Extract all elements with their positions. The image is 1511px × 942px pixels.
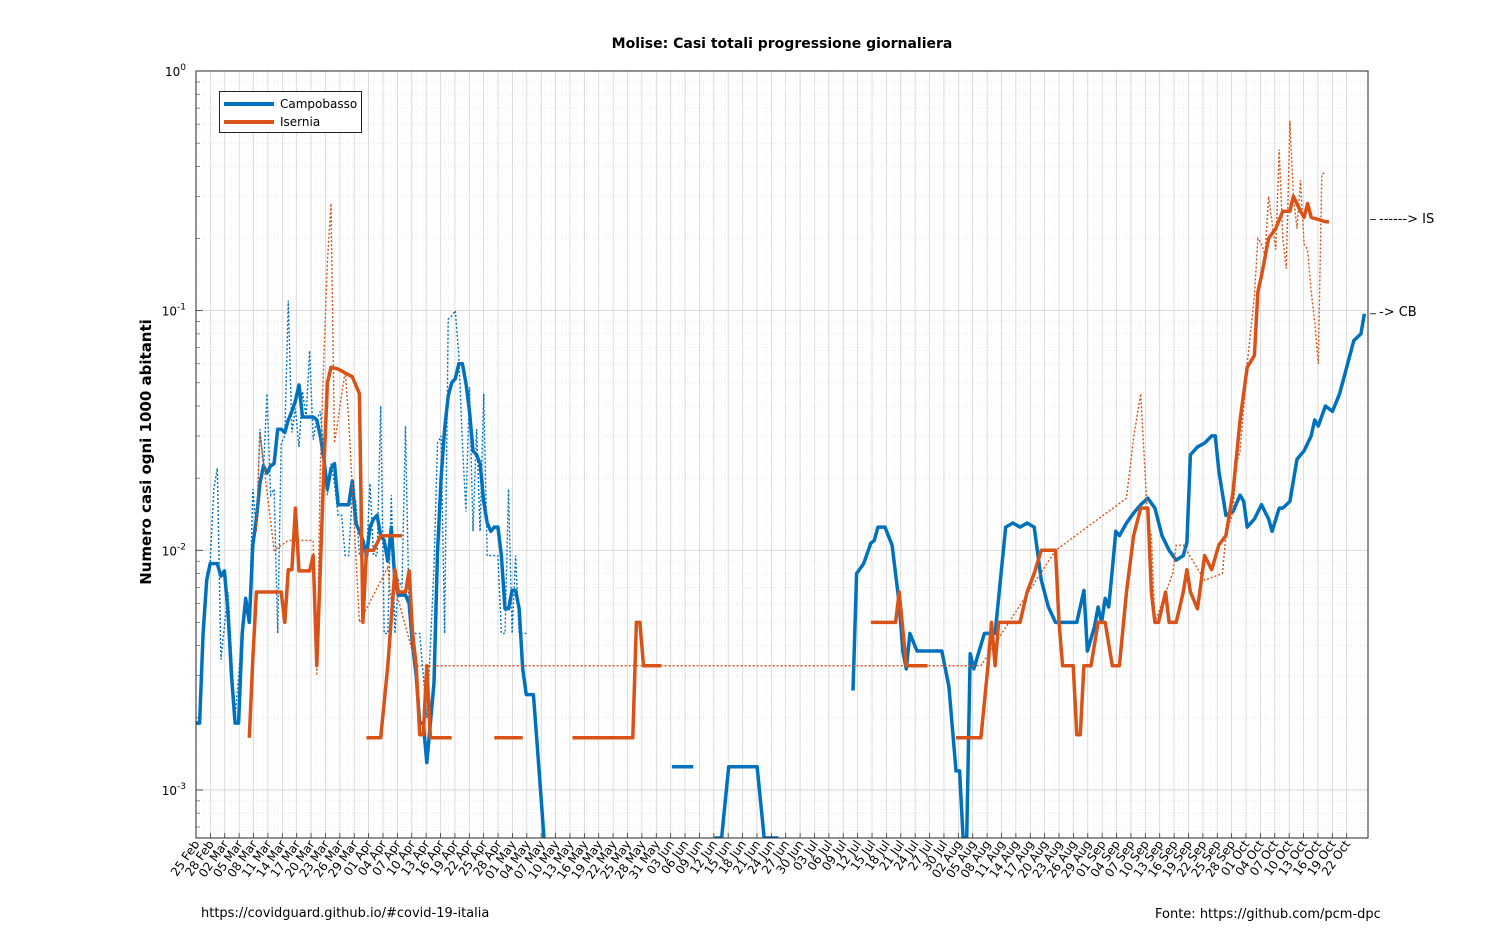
axis-ticks	[195, 70, 1376, 838]
legend-swatch-campobasso	[224, 102, 274, 106]
legend-label-isernia: Isernia	[280, 115, 321, 129]
legend: Campobasso Isernia	[219, 91, 362, 133]
footer-data-source: Fonte: https://github.com/pcm-dpc	[1155, 907, 1381, 922]
y-tick-label: 10-3	[162, 782, 186, 798]
smoothed-line-isernia	[870, 590, 928, 668]
chart-title: Molise: Casi totali progressione giornal…	[611, 36, 953, 52]
smoothed-line-campobasso	[851, 313, 1367, 838]
plot-frame	[195, 70, 1369, 839]
annotation-cb: -> CB	[1379, 305, 1417, 320]
series-layer	[196, 120, 1367, 838]
legend-label-campobasso: Campobasso	[280, 97, 358, 111]
annotation-is: ------> IS	[1379, 212, 1435, 227]
legend-item-isernia: Isernia	[224, 113, 320, 131]
smoothed-line-isernia	[366, 567, 452, 740]
y-tick-label: 10-1	[162, 303, 186, 319]
smoothed-line-isernia	[247, 365, 402, 738]
smoothed-line-campobasso	[714, 764, 779, 838]
minor-grid	[196, 71, 1368, 838]
y-tick-label: 10-2	[162, 542, 186, 558]
footer-source-link[interactable]: https://covidguard.github.io/#covid-19-i…	[201, 906, 490, 921]
daily-line-isernia	[255, 120, 1326, 676]
y-axis-tick-labels: 100 10-1 10-2 10-3	[162, 63, 187, 798]
y-tick-label: 100	[165, 63, 186, 79]
daily-line-campobasso	[202, 300, 527, 718]
y-axis-label: Numero casi ogni 1000 abitanti	[137, 319, 155, 585]
smoothed-line-campobasso	[196, 362, 546, 838]
smoothed-line-isernia	[956, 194, 1329, 740]
major-grid	[195, 70, 1368, 838]
smoothed-line-isernia	[572, 620, 662, 740]
legend-item-campobasso: Campobasso	[224, 95, 357, 113]
legend-swatch-isernia	[224, 120, 274, 124]
